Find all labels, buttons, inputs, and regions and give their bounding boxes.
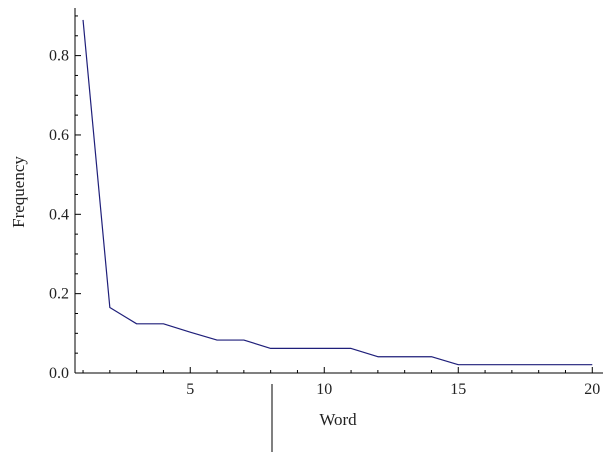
x-tick-label: 15: [450, 381, 466, 398]
y-tick-label: 0.2: [49, 286, 69, 303]
y-axis: 0.0 0.2 0.4 0.6 0.8: [49, 8, 81, 382]
y-axis-title: Frequency: [9, 156, 28, 228]
x-ticks: 5 10 15 20: [82, 367, 600, 398]
y-tick-label: 0.4: [49, 206, 69, 223]
x-tick-label: 10: [316, 381, 332, 398]
series-line: [82, 19, 593, 366]
x-axis-title: Word: [319, 410, 357, 429]
y-tick-label: 0.6: [49, 127, 69, 144]
y-ticks: 0.0 0.2 0.4 0.6 0.8: [49, 15, 81, 382]
x-tick-label: 5: [186, 381, 194, 398]
series-group: [82, 19, 593, 366]
x-tick-label: 20: [584, 381, 600, 398]
y-tick-label: 0.8: [49, 48, 69, 65]
y-tick-label: 0.0: [49, 365, 69, 382]
x-axis: 5 10 15 20: [75, 367, 603, 398]
